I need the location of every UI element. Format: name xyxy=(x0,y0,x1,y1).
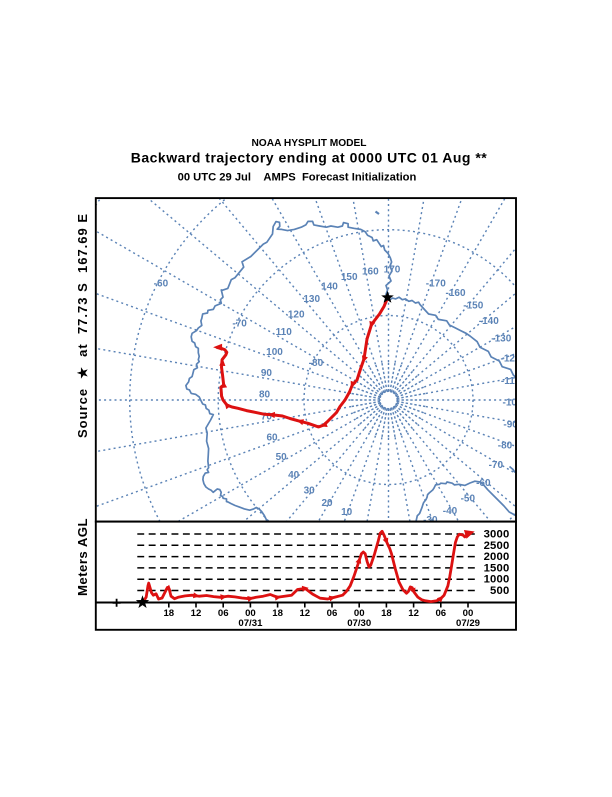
svg-text:-70: -70 xyxy=(489,460,504,471)
svg-text:NOAA HYSPLIT MODEL: NOAA HYSPLIT MODEL xyxy=(251,138,366,149)
svg-text:10: 10 xyxy=(341,507,353,518)
svg-text:1500: 1500 xyxy=(484,562,510,574)
svg-text:50: 50 xyxy=(276,452,288,463)
svg-text:-80: -80 xyxy=(498,440,513,451)
svg-text:20: 20 xyxy=(321,498,333,509)
svg-text:-150: -150 xyxy=(463,300,483,311)
svg-text:Source ★ at 77.73 S 167.69: Source ★ at 77.73 S 167.69 E xyxy=(75,213,90,438)
svg-text:-60: -60 xyxy=(154,278,169,289)
svg-text:-60: -60 xyxy=(476,478,491,489)
svg-text:-130: -130 xyxy=(491,334,511,345)
svg-text:18: 18 xyxy=(381,608,392,619)
svg-text:12: 12 xyxy=(191,608,202,619)
svg-text:90: 90 xyxy=(261,368,273,379)
svg-text:-80: -80 xyxy=(309,358,324,369)
svg-text:-120: -120 xyxy=(500,353,520,364)
svg-text:-70: -70 xyxy=(232,319,247,330)
svg-text:2000: 2000 xyxy=(484,551,510,563)
svg-text:30: 30 xyxy=(304,485,316,496)
svg-text:130: 130 xyxy=(303,294,320,305)
svg-text:60: 60 xyxy=(266,432,278,443)
svg-text:12: 12 xyxy=(299,608,310,619)
svg-text:00: 00 xyxy=(463,608,474,619)
svg-text:2500: 2500 xyxy=(484,540,510,552)
svg-text:06: 06 xyxy=(435,608,446,619)
svg-text:-50: -50 xyxy=(461,493,476,504)
svg-text:00: 00 xyxy=(354,608,365,619)
svg-text:07/31: 07/31 xyxy=(238,618,263,629)
svg-text:40: 40 xyxy=(288,470,300,481)
svg-text:-110: -110 xyxy=(501,376,521,387)
svg-text:100: 100 xyxy=(266,347,283,358)
svg-text:00 UTC 29 Jul AMPS Forecas: 00 UTC 29 Jul AMPS Forecast Initializati… xyxy=(178,172,417,184)
svg-text:06: 06 xyxy=(218,608,229,619)
svg-text:-160: -160 xyxy=(445,288,465,299)
svg-text:-140: -140 xyxy=(479,316,499,327)
svg-text:18: 18 xyxy=(272,608,283,619)
svg-text:07/29: 07/29 xyxy=(456,618,480,629)
svg-text:110: 110 xyxy=(276,327,293,338)
svg-text:12: 12 xyxy=(408,608,419,619)
svg-text:-40: -40 xyxy=(443,506,458,517)
svg-text:1000: 1000 xyxy=(484,574,510,586)
svg-text:-100: -100 xyxy=(502,398,522,409)
svg-text:80: 80 xyxy=(259,390,271,401)
svg-text:140: 140 xyxy=(321,281,338,292)
svg-text:160: 160 xyxy=(362,267,379,278)
svg-text:70: 70 xyxy=(261,411,273,422)
svg-text:170: 170 xyxy=(384,265,401,276)
svg-text:Backward trajectory ending at: Backward trajectory ending at 0000 UTC 0… xyxy=(131,150,488,166)
svg-text:-30: -30 xyxy=(423,515,438,526)
svg-text:150: 150 xyxy=(341,272,358,283)
svg-text:120: 120 xyxy=(288,309,305,320)
svg-text:18: 18 xyxy=(163,608,174,619)
svg-text:500: 500 xyxy=(490,585,509,597)
svg-text:-170: -170 xyxy=(426,279,446,290)
svg-text:Meters AGL: Meters AGL xyxy=(75,518,90,596)
svg-text:3000: 3000 xyxy=(484,529,510,541)
svg-text:00: 00 xyxy=(245,608,256,619)
svg-text:-90: -90 xyxy=(503,419,518,430)
svg-text:07/30: 07/30 xyxy=(347,618,371,629)
svg-text:06: 06 xyxy=(327,608,338,619)
